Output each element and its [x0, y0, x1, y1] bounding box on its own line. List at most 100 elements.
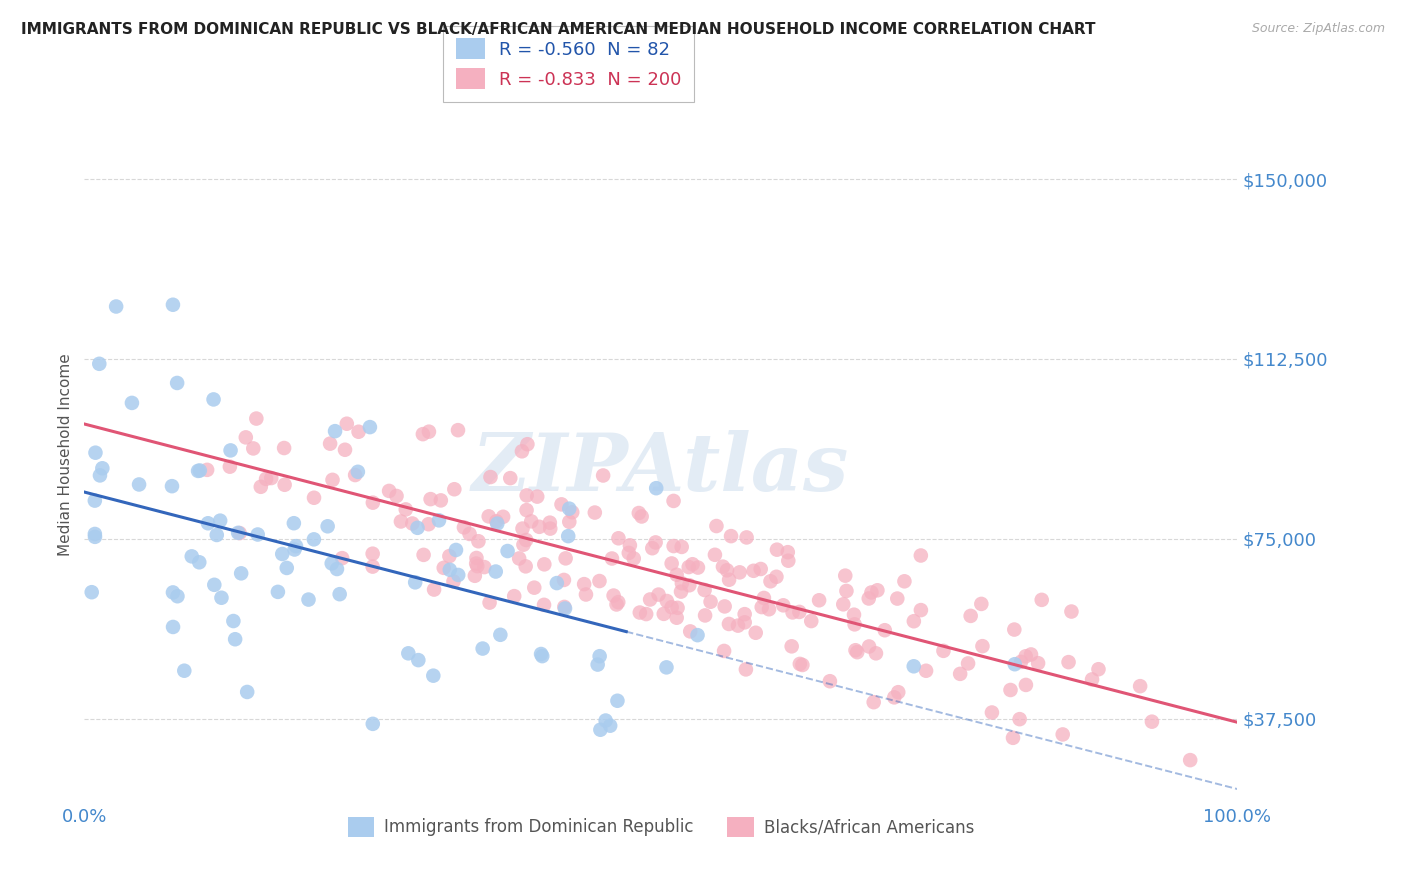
Point [333, 442, 356, 457]
Point [512, 538, 534, 552]
Point [686, 560, 709, 574]
Point [588, 574, 610, 588]
Point [444, 543, 467, 558]
Point [561, 505, 583, 519]
Point [249, 480, 271, 494]
Point [418, 425, 440, 439]
Point [395, 502, 418, 516]
Point [91, 461, 114, 475]
Point [782, 606, 804, 620]
Point [780, 640, 803, 654]
Point [903, 659, 925, 673]
Point [385, 489, 408, 503]
Point [655, 594, 678, 608]
Point [329, 587, 352, 601]
Point [842, 607, 865, 622]
Point [422, 668, 444, 682]
Point [630, 509, 652, 524]
Point [316, 519, 339, 533]
Point [554, 551, 576, 566]
Point [433, 561, 456, 575]
Point [619, 538, 641, 552]
Point [776, 545, 799, 559]
Point [1015, 678, 1038, 692]
Point [887, 685, 910, 699]
Point [749, 562, 772, 576]
Point [742, 564, 765, 578]
Point [89, 357, 111, 371]
Point [734, 615, 756, 630]
Point [778, 554, 800, 568]
Point [267, 585, 290, 599]
Point [636, 607, 658, 621]
Point [800, 614, 823, 628]
Point [162, 585, 184, 599]
Point [285, 539, 308, 553]
Point [546, 576, 568, 591]
Point [703, 548, 725, 562]
Point [271, 547, 294, 561]
Point [84, 446, 107, 460]
Point [915, 664, 938, 678]
Point [666, 600, 689, 615]
Point [557, 529, 579, 543]
Point [661, 557, 683, 571]
Point [932, 644, 955, 658]
Point [553, 599, 575, 614]
Point [430, 493, 453, 508]
Point [173, 664, 195, 678]
Point [678, 578, 700, 592]
Point [458, 527, 481, 541]
Point [496, 544, 519, 558]
Point [1026, 656, 1049, 670]
Point [1129, 679, 1152, 693]
Point [202, 578, 225, 592]
Point [326, 562, 349, 576]
Point [236, 685, 259, 699]
Point [682, 558, 704, 572]
Point [453, 520, 475, 534]
Point [412, 427, 434, 442]
Point [600, 551, 623, 566]
Point [418, 517, 440, 532]
Point [319, 436, 342, 450]
Point [662, 494, 685, 508]
Point [516, 488, 538, 502]
Point [166, 589, 188, 603]
Point [222, 614, 245, 628]
Point [228, 526, 250, 541]
Point [538, 522, 561, 536]
Point [671, 576, 693, 591]
Point [302, 533, 325, 547]
Point [510, 444, 533, 458]
Point [105, 300, 128, 314]
Point [1019, 648, 1042, 662]
Point [910, 549, 932, 563]
Point [224, 632, 246, 647]
Point [211, 591, 233, 605]
Point [832, 597, 855, 611]
Point [389, 515, 412, 529]
Point [661, 600, 683, 615]
Point [361, 496, 384, 510]
Point [404, 575, 426, 590]
Point [447, 568, 470, 582]
Point [686, 628, 709, 642]
Point [789, 657, 811, 671]
Point [1180, 753, 1202, 767]
Point [218, 459, 240, 474]
Point [443, 574, 465, 589]
Point [447, 423, 470, 437]
Point [197, 516, 219, 531]
Point [187, 464, 209, 478]
Point [529, 520, 551, 534]
Point [515, 533, 537, 547]
Point [1001, 731, 1024, 745]
Point [443, 482, 465, 496]
Point [1015, 649, 1038, 664]
Point [347, 425, 370, 439]
Point [1002, 623, 1025, 637]
Point [205, 528, 228, 542]
Point [80, 585, 103, 599]
Point [602, 589, 624, 603]
